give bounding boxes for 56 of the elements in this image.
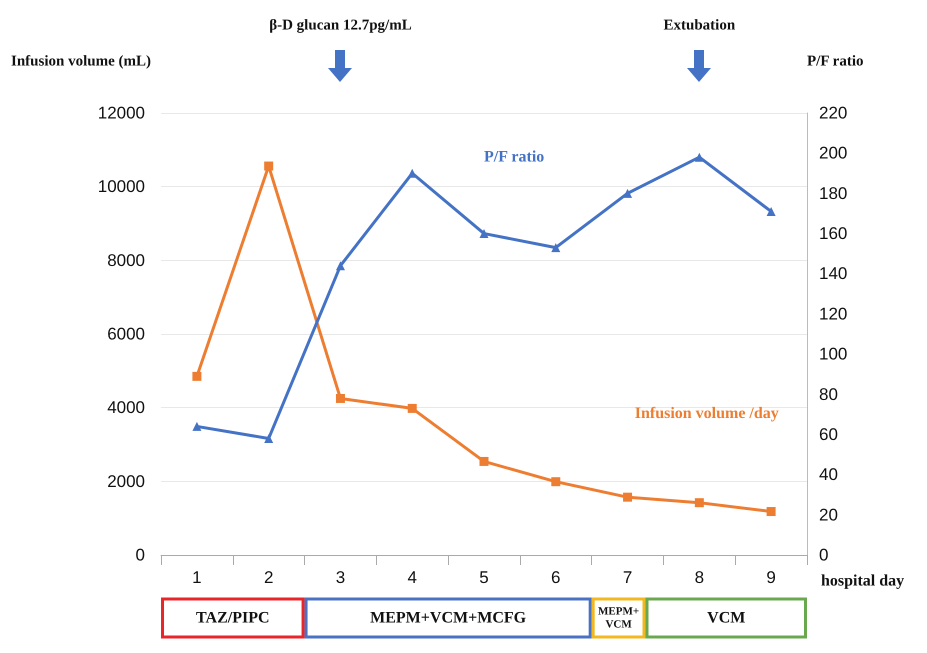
y2-tick-label: 140 (819, 264, 848, 284)
point (192, 422, 202, 431)
point (336, 261, 345, 270)
point (264, 434, 274, 443)
y2-tick-label: 220 (819, 104, 848, 122)
x-tick-label: 1 (192, 568, 202, 587)
y2-tick-label: 100 (819, 344, 848, 364)
x-tick-label: 8 (694, 568, 704, 587)
x-tick-label: 4 (408, 568, 417, 587)
y2-tick-label: 0 (819, 546, 828, 564)
x-axis-title: hospital day (821, 572, 904, 590)
text: MEPM+VCM (598, 606, 640, 630)
point (336, 394, 345, 403)
x-tick-label: 3 (336, 568, 346, 587)
point (766, 206, 776, 216)
point (264, 162, 274, 171)
y2-tick-label: 180 (819, 184, 848, 203)
y-tick-label: 2000 (107, 472, 146, 491)
point (623, 188, 632, 198)
text: MEPM+VCM+MCFG (370, 610, 527, 626)
x-tick-label: 7 (622, 568, 632, 587)
x-tick-label: 6 (551, 568, 561, 587)
x-tick-label: 9 (766, 568, 776, 587)
y2-tick-label: 80 (819, 384, 838, 404)
text: VCM (707, 610, 746, 626)
point (694, 498, 704, 508)
point (480, 456, 489, 466)
x-tick-label: 2 (264, 568, 274, 587)
point (408, 404, 417, 413)
y-axis-title: Infusion volume (mL) (10, 54, 152, 70)
y2-tick-label: 20 (819, 505, 838, 524)
y-tick-label: 10000 (98, 177, 146, 196)
y2-tick-label: 120 (819, 304, 848, 324)
y-tick-label: 4000 (107, 398, 146, 418)
y-tick-label: 0 (136, 546, 146, 564)
text: TAZ/PIPC (196, 610, 270, 626)
y2-tick-label: 200 (819, 144, 848, 163)
text: β-D glucan 12.7pg/mL (269, 18, 412, 34)
point (480, 229, 489, 238)
point (551, 243, 560, 252)
y2-tick-label: 40 (819, 465, 838, 484)
y-tick-label: 8000 (107, 250, 146, 270)
point (694, 152, 704, 162)
point (623, 492, 632, 502)
point (551, 477, 560, 486)
x-tick-label: 5 (479, 568, 489, 587)
y2-tick-label: 160 (819, 224, 848, 244)
text: Infusion volume /day (634, 405, 779, 422)
y-tick-label: 6000 (107, 324, 146, 344)
text: Extubation (663, 18, 736, 34)
point (192, 372, 202, 381)
y2-axis-title: P/F ratio (807, 54, 864, 70)
point (766, 507, 776, 516)
y2-tick-label: 60 (819, 424, 838, 444)
y-tick-label: 12000 (98, 104, 146, 122)
text: P/F ratio (484, 148, 544, 166)
